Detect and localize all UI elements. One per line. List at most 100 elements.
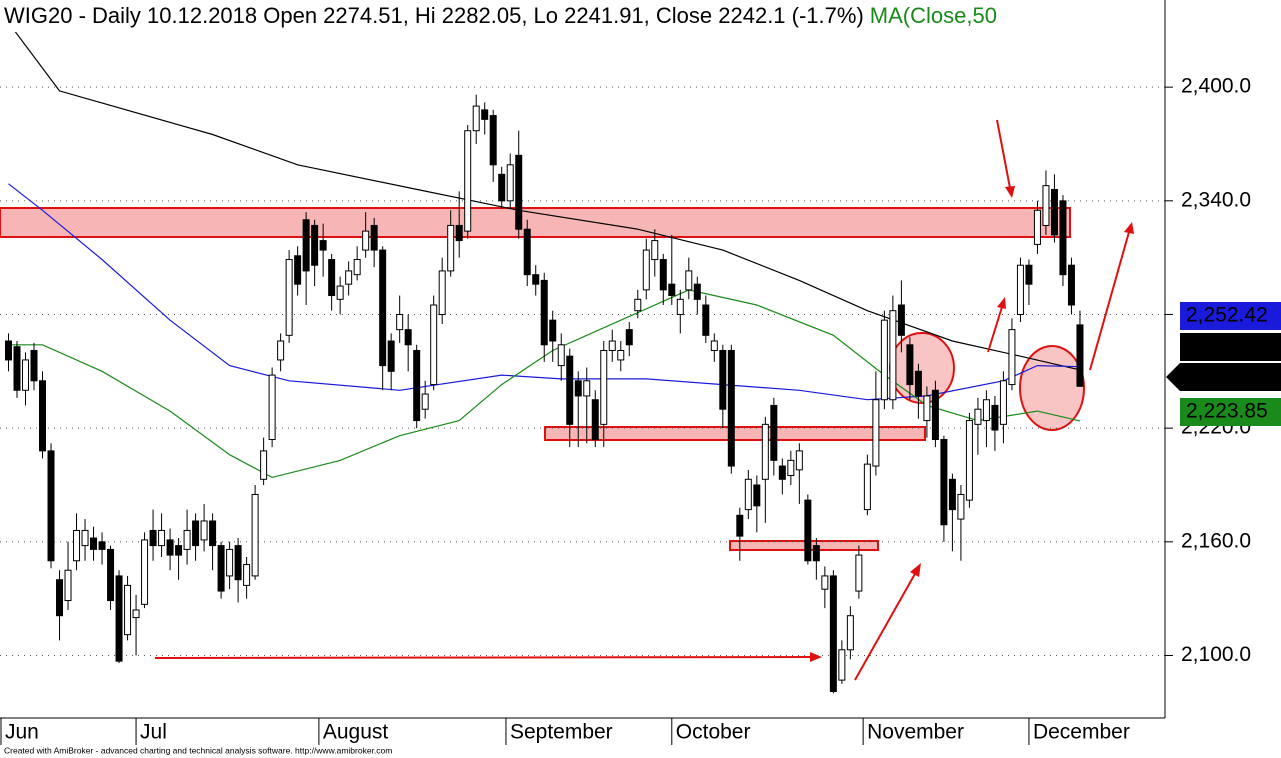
x-tick-label: November	[867, 721, 964, 744]
candle-body	[404, 329, 412, 346]
candle-body	[523, 228, 531, 276]
candle-body	[413, 349, 421, 422]
arrowhead	[1124, 222, 1134, 234]
candle-body	[124, 584, 132, 636]
candle-body	[98, 541, 106, 550]
candle-body	[940, 439, 948, 526]
candle-body	[285, 259, 293, 336]
candle-body	[812, 545, 820, 562]
candle-body	[974, 408, 982, 425]
arrowhead	[810, 652, 822, 662]
candle-body	[965, 420, 973, 501]
candle-body	[804, 499, 812, 562]
arrowhead	[910, 563, 921, 577]
candle-body	[931, 389, 939, 441]
candle-body	[1059, 200, 1067, 276]
candle-body	[659, 259, 667, 291]
candle-body	[702, 304, 710, 336]
candle-body	[175, 545, 183, 556]
candle-body	[863, 463, 871, 511]
arrow	[154, 656, 813, 659]
support-zone	[729, 540, 879, 551]
candle-body	[464, 130, 472, 232]
candle-body	[736, 514, 744, 537]
close-tag	[1166, 363, 1281, 391]
candle-body	[821, 575, 829, 590]
candle-body	[634, 298, 642, 312]
candle-body	[192, 520, 200, 547]
x-tick-label: August	[323, 721, 389, 744]
x-tick-label: October	[676, 721, 751, 744]
candle-body	[149, 529, 157, 547]
candle-body	[472, 105, 480, 132]
candle-body	[838, 649, 846, 681]
candle-body	[1033, 209, 1041, 245]
candle-body	[277, 340, 285, 361]
candle-body	[727, 349, 735, 467]
candle-body	[455, 224, 463, 242]
candle-body	[481, 109, 489, 120]
candle-body	[200, 520, 208, 541]
y-tick-label: 2,340.0	[1181, 188, 1251, 211]
candle-body	[591, 399, 599, 441]
candle-body	[447, 224, 455, 272]
candle-body	[141, 539, 149, 605]
candle-body	[379, 249, 387, 367]
value-tag-label: 2,223.85	[1186, 400, 1268, 423]
arrow	[1089, 231, 1130, 371]
arrow	[996, 119, 1011, 189]
candle-body	[47, 450, 55, 562]
candle-body	[115, 575, 123, 662]
candle-body	[13, 346, 21, 391]
candle-body	[600, 349, 608, 425]
candle-body	[362, 230, 370, 251]
ma-line	[8, 289, 1081, 479]
value-tag	[1180, 302, 1281, 330]
candle-body	[676, 298, 684, 315]
candle-body	[217, 545, 225, 592]
candle-body	[64, 569, 72, 602]
x-tick-label: Jun	[5, 721, 39, 744]
footer: Created with AmiBroker - advanced charti…	[4, 745, 392, 755]
candle-body	[328, 259, 336, 297]
candle-body	[319, 240, 327, 251]
support-zone	[544, 426, 926, 441]
candle-body	[209, 520, 217, 547]
candle-body	[1042, 185, 1050, 226]
candle-body	[855, 554, 863, 592]
candle-body	[880, 319, 888, 401]
candle-body	[107, 548, 115, 602]
candle-body	[489, 115, 497, 166]
candle-body	[438, 270, 446, 315]
candle-body	[73, 529, 81, 562]
candle-body	[1067, 264, 1075, 306]
candle-body	[685, 270, 693, 291]
candle-body	[39, 380, 47, 452]
candle-body	[396, 313, 404, 331]
title-bg	[0, 0, 1165, 32]
candle-body	[56, 579, 64, 617]
candle-body	[515, 154, 523, 230]
candle-body	[982, 399, 990, 422]
candle-body	[430, 304, 438, 386]
candle-body	[353, 259, 361, 276]
candle-body	[251, 493, 259, 577]
candle-body	[30, 349, 38, 382]
candle-body	[234, 545, 242, 581]
candle-body	[608, 340, 616, 351]
candle-body	[668, 283, 676, 297]
candle-body	[421, 393, 429, 410]
candle-body	[90, 537, 98, 550]
candle-body	[625, 329, 633, 346]
value-tag-label: 2,252.42	[1186, 304, 1268, 327]
title-ma: MA(Close,50	[870, 3, 997, 28]
candle-body	[617, 349, 625, 361]
candle-body	[370, 224, 378, 251]
arrow	[854, 571, 917, 681]
candle-body	[719, 349, 727, 410]
plot-area	[0, 22, 1165, 694]
candle-body	[829, 575, 837, 692]
candle-body	[770, 404, 778, 461]
candle-body	[744, 478, 752, 511]
